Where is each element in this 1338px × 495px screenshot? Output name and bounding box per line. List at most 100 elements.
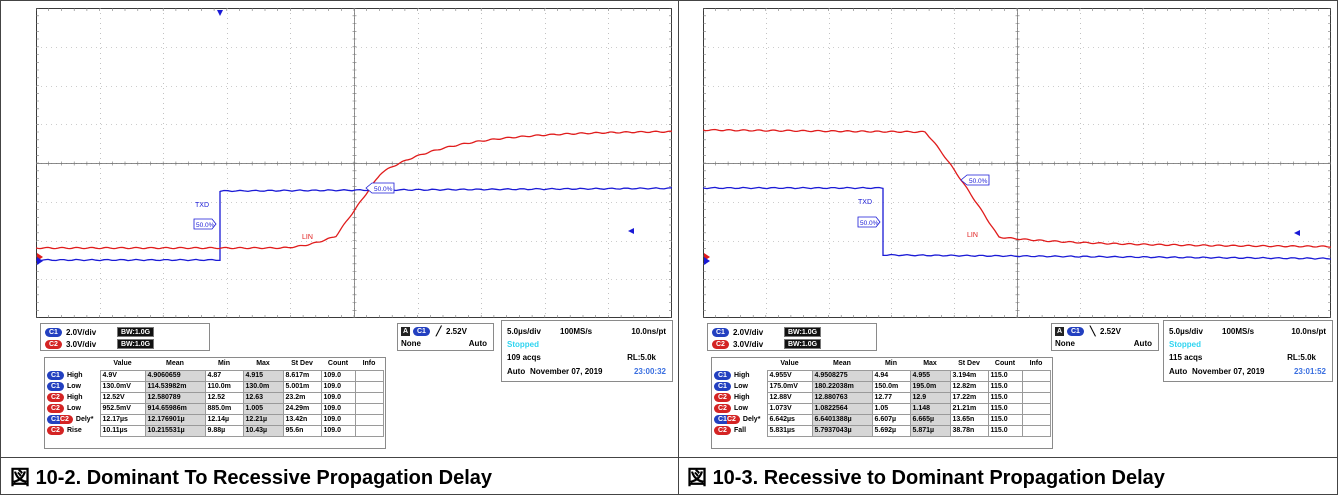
measurement-mean: 114.53982m (144, 380, 206, 393)
figure-caption: 図 10-3. Recessive to Dominant Propagatio… (687, 461, 1165, 490)
measurement-max: 130.0m (242, 380, 284, 393)
measurement-stdev: 12.82m (949, 380, 989, 393)
ch1-bandwidth: BW:1.0G (117, 327, 155, 337)
trigger-coupling: None (401, 339, 421, 348)
record-length: RL:5.0k (1287, 353, 1316, 362)
trigger-level-marker (628, 228, 634, 234)
ch1-badge: C1 (45, 328, 62, 337)
measurement-count: 115.0 (987, 413, 1023, 426)
measurement-name: Low (733, 383, 748, 390)
table-row: C1C2 Dely* 6.642µs 6.6401388µ 6.607µ 6.665µ 13… (712, 413, 1051, 426)
scope-display: TXD LIN 50.0% 50.0% (703, 8, 1331, 318)
trigger-coupling: None (1055, 339, 1075, 348)
acquisition-count: 115 acqs (1169, 353, 1203, 362)
lin-waveform (703, 128, 1331, 248)
trigger-level: 2.52V (1100, 327, 1121, 336)
measurement-source-badge: C2 (714, 404, 731, 413)
measurement-max: 6.665µ (909, 413, 951, 426)
trigger-position-marker (217, 10, 223, 16)
acquire-mode: Auto (1169, 367, 1188, 376)
measurement-info (354, 380, 384, 393)
sample-rate: 100MS/s (560, 327, 593, 336)
lin-waveform (36, 130, 672, 250)
measurement-value: 4.9V (99, 369, 146, 382)
trigger-box[interactable]: A C1 ╲ 2.52V None Auto (1051, 323, 1159, 351)
header-value: Value (113, 360, 132, 368)
measurement-label: C2 Fall (712, 425, 767, 436)
measurement-max: 12.21µ (242, 413, 284, 426)
measurement-value: 6.642µs (766, 413, 813, 426)
measurement-max: 10.43µ (242, 424, 284, 437)
svg-text:50.0%: 50.0% (196, 222, 215, 229)
measurement-name: High (66, 394, 83, 401)
measurement-info (354, 402, 384, 415)
header-max: Max (256, 360, 270, 368)
figure-divider (678, 0, 679, 495)
header-info: Info (362, 360, 376, 368)
vertical-scale-box: C1 2.0V/div BW:1.0G C2 3.0V/div BW:1.0G (40, 323, 210, 351)
ch1-scale-row[interactable]: C1 2.0V/div (712, 327, 763, 338)
measurement-source-badge: C1 (714, 371, 731, 380)
measurement-max: 12.63 (242, 391, 284, 404)
measurement-value: 5.831µs (766, 424, 813, 437)
ch2-badge: C2 (712, 340, 729, 349)
measurement-stdev: 3.194m (949, 369, 989, 382)
timebase-box[interactable]: 5.0µs/div 100MS/s 10.0ns/pt Stopped 115 … (1163, 320, 1333, 382)
graticule-ticks (36, 8, 672, 318)
measurement-mean: 5.7937043µ (811, 424, 873, 437)
trigger-a-icon: A (1055, 327, 1064, 336)
measurement-mean: 10.215531µ (144, 424, 206, 437)
measurement-label: C2 High (712, 392, 767, 403)
measurement-min: 12.52 (204, 391, 244, 404)
measurement-mean: 12.880763 (811, 391, 873, 404)
measurement-info (354, 369, 384, 382)
measurement-stdev: 95.6n (282, 424, 322, 437)
measurement-source-badge: C1C2 (47, 415, 73, 424)
measurement-label: C1 High (45, 370, 100, 381)
measurement-table: Value Mean Min Max St Dev Count Info C1 H… (712, 358, 1051, 437)
measurement-header-row: Value Mean Min Max St Dev Count Info (45, 358, 383, 370)
timebase-box[interactable]: 5.0µs/div 100MS/s 10.0ns/pt Stopped 109 … (501, 320, 673, 382)
measurement-name: High (733, 372, 750, 379)
trigger-box[interactable]: A C1 ╱ 2.52V None Auto (397, 323, 494, 351)
measurement-mean: 12.176901µ (144, 413, 206, 426)
ch1-bandwidth: BW:1.0G (784, 327, 822, 337)
txd-threshold-marker: 50.0% (857, 216, 881, 228)
figure-panel-right: TXD LIN 50.0% 50.0% C1 2.0V/div BW:1.0G … (679, 0, 1338, 495)
ch2-scale-row[interactable]: C2 3.0V/div (45, 339, 96, 350)
header-max: Max (923, 360, 937, 368)
measurement-stdev: 17.22m (949, 391, 989, 404)
measurement-name: Low (733, 405, 748, 412)
measurement-label: C1C2 Dely* (712, 414, 767, 425)
measurement-max: 4.955 (909, 369, 951, 382)
table-row: C1 Low 175.0mV 180.22038m 150.0m 195.0m 12.82m… (712, 380, 1051, 393)
measurement-table-panel: Value Mean Min Max St Dev Count Info C1 H… (711, 357, 1053, 449)
measurement-min: 4.94 (871, 369, 911, 382)
ch2-scale-row[interactable]: C2 3.0V/div (712, 339, 763, 350)
measurement-name: Dely* (742, 416, 761, 423)
trigger-source-badge: C1 (413, 327, 430, 336)
caption-rule (679, 457, 1338, 458)
header-min: Min (884, 360, 898, 368)
caption-prefix: 図 (687, 465, 707, 489)
svg-text:50.0%: 50.0% (969, 178, 988, 185)
txd-waveform (703, 186, 1331, 260)
waveform-plot: TXD LIN 50.0% 50.0% (36, 8, 672, 318)
falling-edge-icon: ╲ (1090, 326, 1096, 336)
measurement-source-badge: C1 (47, 371, 64, 380)
measurement-value: 12.17µs (99, 413, 146, 426)
measurement-stdev: 8.617m (282, 369, 322, 382)
txd-label: TXD (195, 202, 209, 209)
table-row: C2 High 12.88V 12.880763 12.77 12.9 17.22m 115.… (712, 391, 1051, 404)
trigger-a-icon: A (401, 327, 410, 336)
header-info: Info (1029, 360, 1043, 368)
figure-caption: 図 10-2. Dominant To Recessive Propagatio… (10, 461, 492, 490)
ch1-scale-row[interactable]: C1 2.0V/div (45, 327, 96, 338)
measurement-count: 115.0 (987, 380, 1023, 393)
measurement-source-badge: C2 (714, 426, 731, 435)
measurement-count: 115.0 (987, 424, 1023, 437)
header-mean: Mean (166, 360, 184, 368)
time-per-div: 5.0µs/div (507, 327, 541, 336)
caption-prefix: 図 (10, 465, 30, 489)
measurement-name: High (733, 394, 750, 401)
